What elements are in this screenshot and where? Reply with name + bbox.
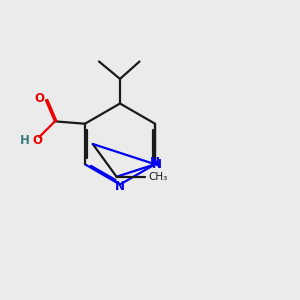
Text: CH₃: CH₃ bbox=[148, 172, 167, 182]
Text: N: N bbox=[149, 156, 160, 169]
Text: O: O bbox=[32, 134, 42, 147]
Text: N: N bbox=[152, 158, 162, 171]
Text: N: N bbox=[115, 179, 125, 193]
Text: H: H bbox=[20, 134, 29, 147]
Text: O: O bbox=[34, 92, 44, 105]
